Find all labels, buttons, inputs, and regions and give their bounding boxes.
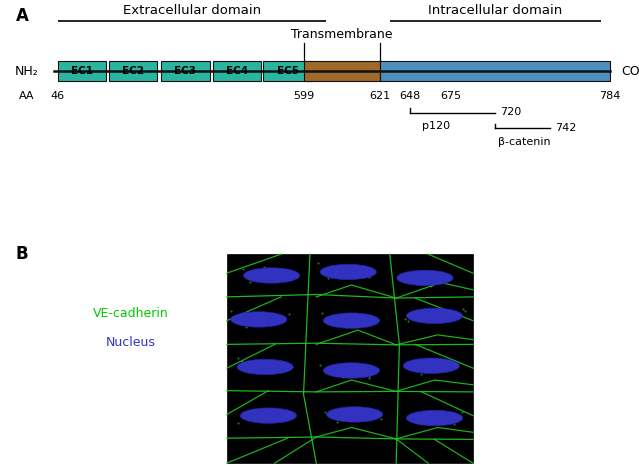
Bar	[213, 61, 261, 81]
Bar	[304, 61, 380, 81]
Bar	[263, 61, 312, 81]
Ellipse shape	[320, 264, 376, 280]
Text: 599: 599	[293, 91, 314, 102]
Text: EC3: EC3	[174, 66, 196, 76]
Text: A: A	[16, 7, 29, 25]
Bar	[109, 61, 157, 81]
Ellipse shape	[240, 408, 296, 423]
Text: AA: AA	[19, 91, 35, 102]
Text: EC5: EC5	[277, 66, 298, 76]
Ellipse shape	[323, 313, 380, 328]
Ellipse shape	[237, 359, 293, 375]
Text: 648: 648	[399, 91, 421, 102]
Text: Intracellular domain: Intracellular domain	[428, 4, 562, 17]
Ellipse shape	[327, 407, 383, 422]
Text: EC2: EC2	[122, 66, 144, 76]
Text: EC4: EC4	[226, 66, 248, 76]
Ellipse shape	[323, 363, 380, 378]
Text: Extracellular domain: Extracellular domain	[123, 4, 261, 17]
Text: 621: 621	[369, 91, 391, 102]
Text: β-catenin: β-catenin	[498, 137, 551, 147]
Text: Nucleus: Nucleus	[106, 335, 156, 349]
Text: EC1: EC1	[71, 66, 93, 76]
Text: VE-cadherin: VE-cadherin	[93, 307, 169, 320]
Ellipse shape	[406, 308, 463, 323]
Bar	[58, 61, 106, 81]
Ellipse shape	[397, 270, 453, 285]
Text: 784: 784	[599, 91, 621, 102]
Text: 720: 720	[500, 107, 521, 117]
Ellipse shape	[406, 410, 463, 426]
Text: 675: 675	[440, 91, 461, 102]
Bar	[227, 254, 473, 463]
Text: NH₂: NH₂	[15, 65, 38, 78]
Bar	[380, 61, 610, 81]
Ellipse shape	[403, 358, 459, 373]
Bar	[161, 61, 210, 81]
Text: COOH: COOH	[621, 65, 639, 78]
Text: Transmembrane: Transmembrane	[291, 28, 392, 41]
Text: 46: 46	[50, 91, 65, 102]
Ellipse shape	[243, 268, 300, 283]
Text: 742: 742	[555, 123, 576, 133]
Text: B: B	[16, 245, 29, 263]
Ellipse shape	[231, 312, 287, 327]
Text: p120: p120	[422, 121, 450, 131]
